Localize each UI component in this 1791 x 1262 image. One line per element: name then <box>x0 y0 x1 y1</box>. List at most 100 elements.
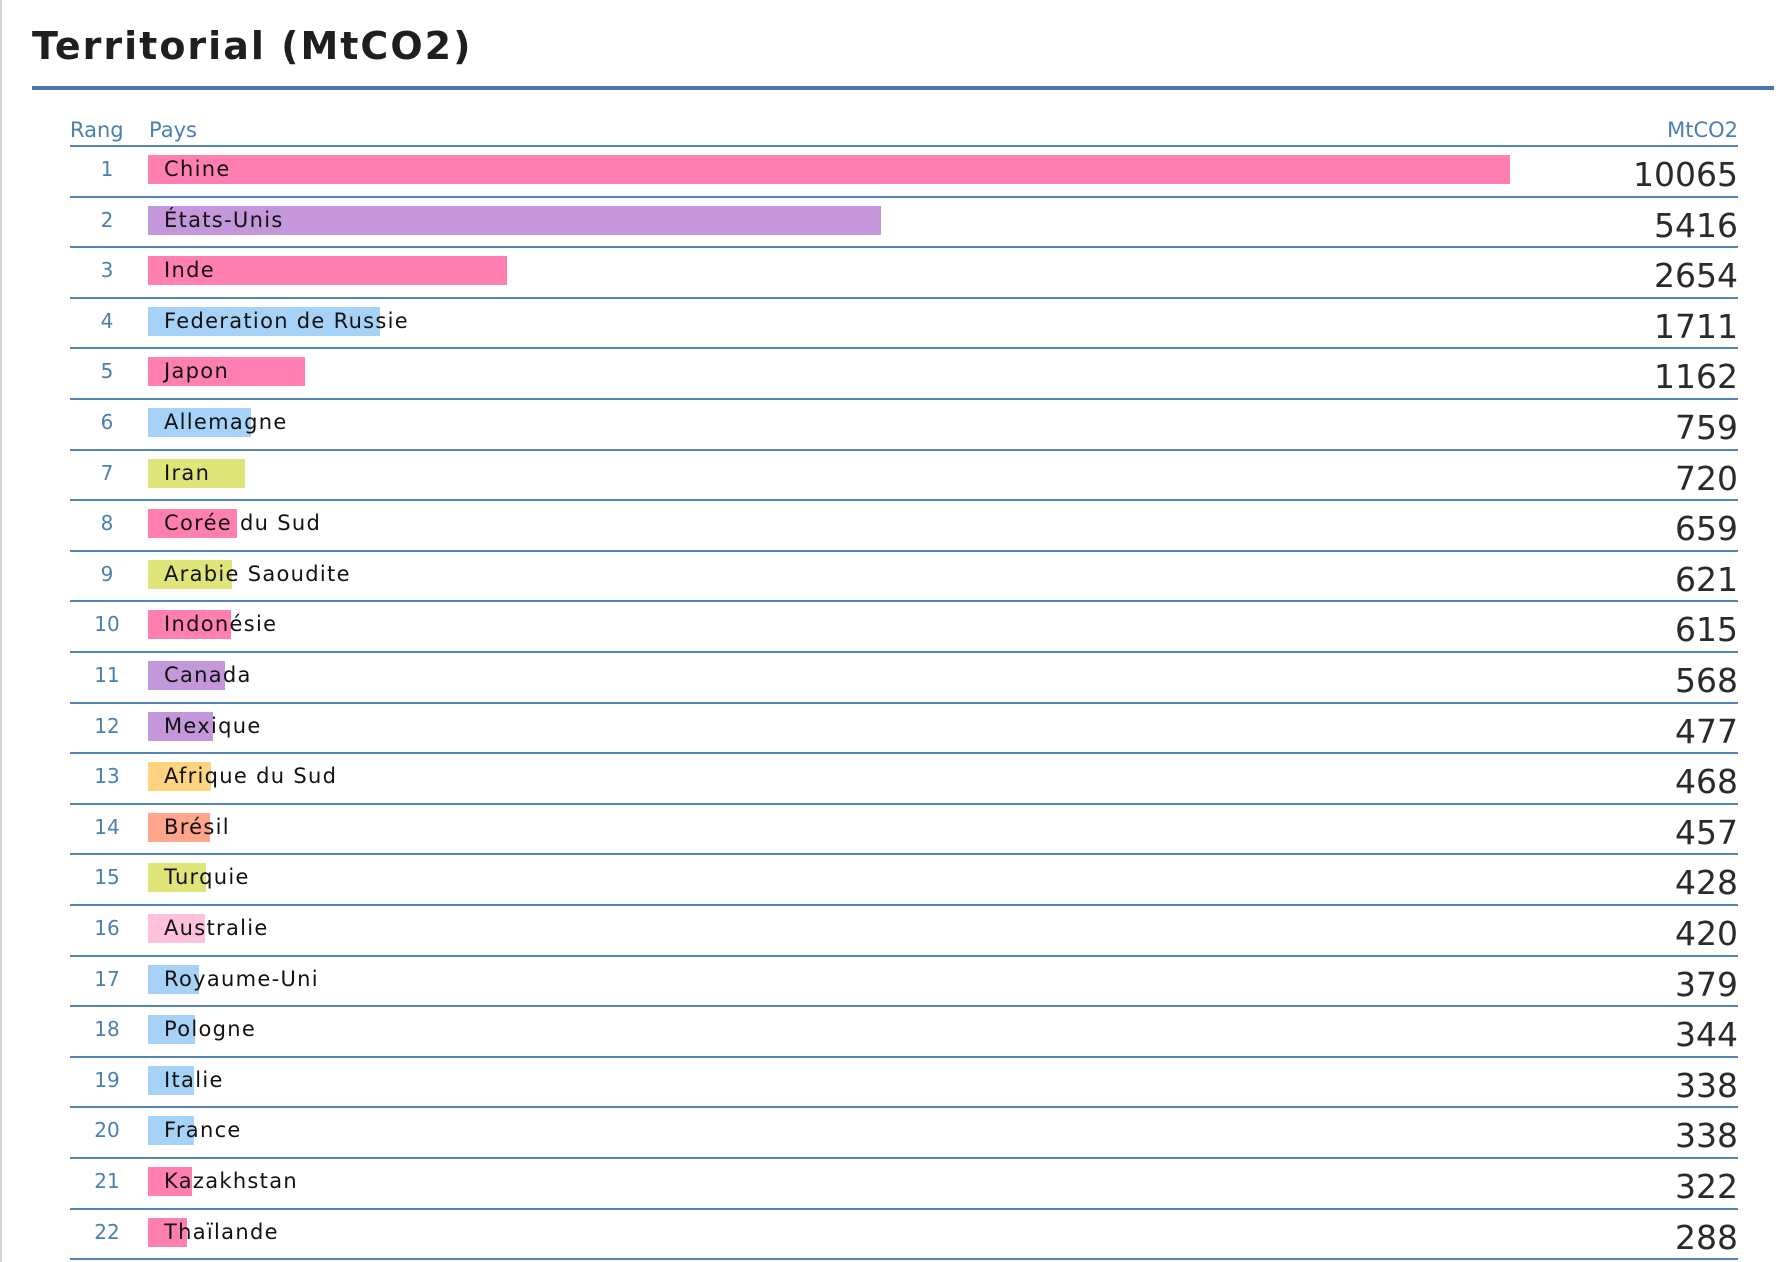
table-row: 3 Inde 2654 <box>0 248 1791 299</box>
rank-label: 20 <box>94 1118 120 1143</box>
table-row: 20 France 338 <box>0 1108 1791 1159</box>
value-label: 1162 <box>1654 357 1738 397</box>
rank-label: 15 <box>94 865 120 890</box>
rank-label: 16 <box>94 916 120 940</box>
country-label: Italie <box>164 1067 224 1092</box>
row-divider <box>70 752 1738 755</box>
table-row: 4 Federation de Russie 1711 <box>0 299 1791 350</box>
rank-label: 21 <box>94 1169 120 1193</box>
bar <box>148 559 233 589</box>
bar <box>148 1065 194 1095</box>
row-divider <box>70 600 1738 603</box>
country-label: Federation de Russie <box>164 308 410 333</box>
row-divider <box>70 954 1738 957</box>
country-label: Pologne <box>164 1017 257 1042</box>
rank-label: 12 <box>94 713 120 738</box>
bar <box>148 914 205 943</box>
row-divider <box>70 802 1738 805</box>
bar <box>148 1167 192 1196</box>
value-label: 457 <box>1675 812 1738 852</box>
rank-label: 18 <box>94 1017 120 1042</box>
bar <box>148 964 200 994</box>
country-label: France <box>164 1118 242 1143</box>
rank-label: 8 <box>100 511 114 536</box>
value-label: 428 <box>1675 863 1738 903</box>
table-row: 6 Allemagne 759 <box>0 400 1791 451</box>
value-label: 10065 <box>1633 155 1738 194</box>
row-divider <box>70 499 1738 502</box>
rank-label: 6 <box>100 410 114 434</box>
row-divider <box>70 347 1738 350</box>
country-label: Brésil <box>164 814 230 839</box>
country-label: Indonésie <box>164 612 278 637</box>
bar <box>148 1217 187 1247</box>
bar <box>148 1015 195 1045</box>
rank-label: 10 <box>94 612 120 637</box>
table-row: 10 Indonésie 615 <box>0 602 1791 653</box>
row-divider <box>70 397 1738 400</box>
row-divider <box>70 195 1738 198</box>
row-divider <box>70 1055 1738 1058</box>
value-label: 420 <box>1675 914 1738 953</box>
table-row: 8 Corée du Sud 659 <box>0 501 1791 552</box>
value-label: 615 <box>1675 610 1738 650</box>
column-header-value: MtCO2 <box>1667 118 1738 142</box>
rank-label: 7 <box>100 460 114 485</box>
rank-label: 2 <box>100 207 114 232</box>
table-row: 2 États-Unis 5416 <box>0 198 1791 249</box>
table-row: 21 Kazakhstan 322 <box>0 1159 1791 1210</box>
value-label: 288 <box>1675 1217 1738 1257</box>
column-header-rank: Rang <box>70 118 124 142</box>
table-row: 9 Arabie Saoudite 621 <box>0 552 1791 603</box>
table-row: 17 Royaume-Uni 379 <box>0 957 1791 1008</box>
rank-label: 14 <box>94 814 120 839</box>
bar <box>148 306 380 336</box>
row-divider <box>70 1207 1738 1210</box>
rank-label: 17 <box>94 966 120 991</box>
column-header-country: Pays <box>149 118 197 142</box>
table-row: 11 Canada 568 <box>0 653 1791 704</box>
bar <box>148 863 206 893</box>
row-divider <box>70 1005 1738 1008</box>
value-label: 5416 <box>1654 205 1738 245</box>
bar <box>148 610 232 640</box>
value-label: 621 <box>1675 559 1738 599</box>
value-label: 477 <box>1675 711 1738 751</box>
value-label: 379 <box>1675 964 1738 1004</box>
title-underline <box>32 86 1774 90</box>
row-divider <box>70 701 1738 704</box>
country-label: Australie <box>164 916 269 940</box>
row-divider <box>70 853 1738 856</box>
value-label: 338 <box>1675 1116 1738 1156</box>
bar <box>148 711 213 741</box>
country-label: Thaïlande <box>164 1219 279 1244</box>
value-label: 2654 <box>1654 256 1738 296</box>
country-label: Allemagne <box>164 410 288 434</box>
bar <box>148 661 225 690</box>
value-label: 659 <box>1675 509 1738 549</box>
country-label: Turquie <box>164 865 250 890</box>
country-label: Arabie Saoudite <box>164 561 351 586</box>
table-row: 18 Pologne 344 <box>0 1007 1791 1058</box>
value-label: 468 <box>1675 762 1738 802</box>
table-row: 12 Mexique 477 <box>0 704 1791 755</box>
country-label: États-Unis <box>164 207 284 232</box>
rank-label: 22 <box>94 1219 120 1244</box>
table-row: 22 Thaïlande 288 <box>0 1210 1791 1261</box>
table-row: 1 Chine 10065 <box>0 147 1791 198</box>
rank-label: 13 <box>94 764 120 789</box>
row-divider <box>70 1258 1738 1261</box>
row-divider <box>70 448 1738 451</box>
value-label: 720 <box>1675 458 1738 498</box>
country-label: Japon <box>164 359 230 384</box>
value-label: 338 <box>1675 1065 1738 1105</box>
row-divider <box>70 903 1738 906</box>
country-label: Royaume-Uni <box>164 966 319 991</box>
bar <box>148 812 210 842</box>
value-label: 322 <box>1675 1167 1738 1206</box>
row-divider <box>70 1106 1738 1109</box>
row-divider <box>70 296 1738 299</box>
bar <box>148 357 306 387</box>
value-label: 344 <box>1675 1015 1738 1055</box>
country-label: Kazakhstan <box>164 1169 298 1193</box>
